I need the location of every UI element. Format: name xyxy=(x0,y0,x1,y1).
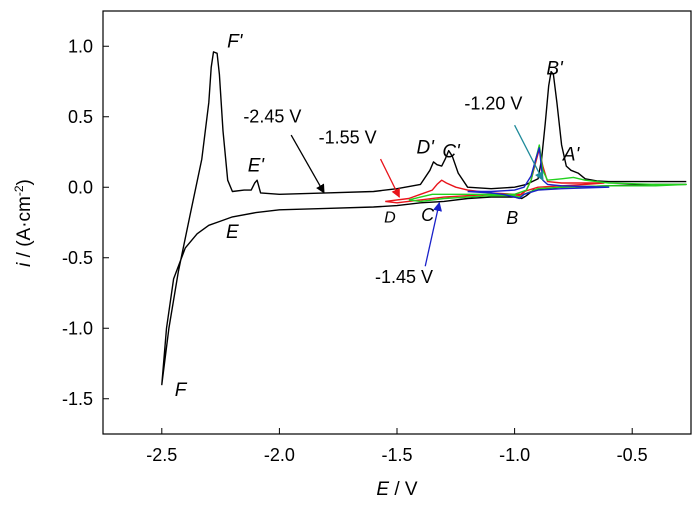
annotation-label: -1.20 V xyxy=(464,94,522,114)
point-label: D xyxy=(384,210,396,227)
annotation-label: -2.45 V xyxy=(243,106,301,126)
annotation-arrow xyxy=(424,201,442,267)
annotation-label: -1.55 V xyxy=(319,128,377,148)
x-tick-label: -1.0 xyxy=(499,445,530,465)
x-tick-label: -1.5 xyxy=(381,445,412,465)
x-tick-label: -0.5 xyxy=(617,445,648,465)
plot-frame xyxy=(102,10,692,435)
annotation-arrow xyxy=(290,134,325,194)
annotation-arrow xyxy=(514,124,544,182)
series-layer xyxy=(161,51,687,386)
point-label: B xyxy=(506,208,518,228)
annotation-arrow xyxy=(379,158,400,198)
point-label: D' xyxy=(417,137,436,158)
y-tick-label: -0.5 xyxy=(62,248,93,268)
point-label: E' xyxy=(248,156,266,177)
x-axis-title: E / V xyxy=(376,479,418,500)
x-tick-label: -2.5 xyxy=(146,445,177,465)
point-label: C xyxy=(421,205,435,225)
y-tick-label: -1.5 xyxy=(62,389,93,409)
y-tick-label: 1.0 xyxy=(68,36,93,56)
annotation-label: -1.45 V xyxy=(375,267,433,287)
y-tick-label: -1.0 xyxy=(62,318,93,338)
axis-ticks: -2.5 -2.0 -1.5 -1.0 -0.5 1.0 0.5 0.0 -0.5 -1.0 -1.… xyxy=(62,36,648,465)
annotations: -2.45 V -1.55 V -1.20 V -1.45 V xyxy=(243,94,544,287)
point-labels: F' F E' E D' C' D C B B' A' xyxy=(175,32,581,401)
point-label: E xyxy=(226,222,239,243)
series-line-2 xyxy=(408,144,687,203)
point-label: B' xyxy=(546,58,564,79)
point-label: F' xyxy=(227,32,244,53)
y-tick-label: 0.5 xyxy=(68,107,93,127)
point-label: F xyxy=(175,380,188,401)
series-line-0 xyxy=(161,51,687,386)
point-label: C' xyxy=(442,142,461,163)
x-tick-label: -2.0 xyxy=(264,445,295,465)
y-axis-title: i / (A·cm-2) xyxy=(12,179,35,267)
point-label: A' xyxy=(562,144,581,165)
series-line-3 xyxy=(467,147,610,200)
y-tick-label: 0.0 xyxy=(68,177,93,197)
